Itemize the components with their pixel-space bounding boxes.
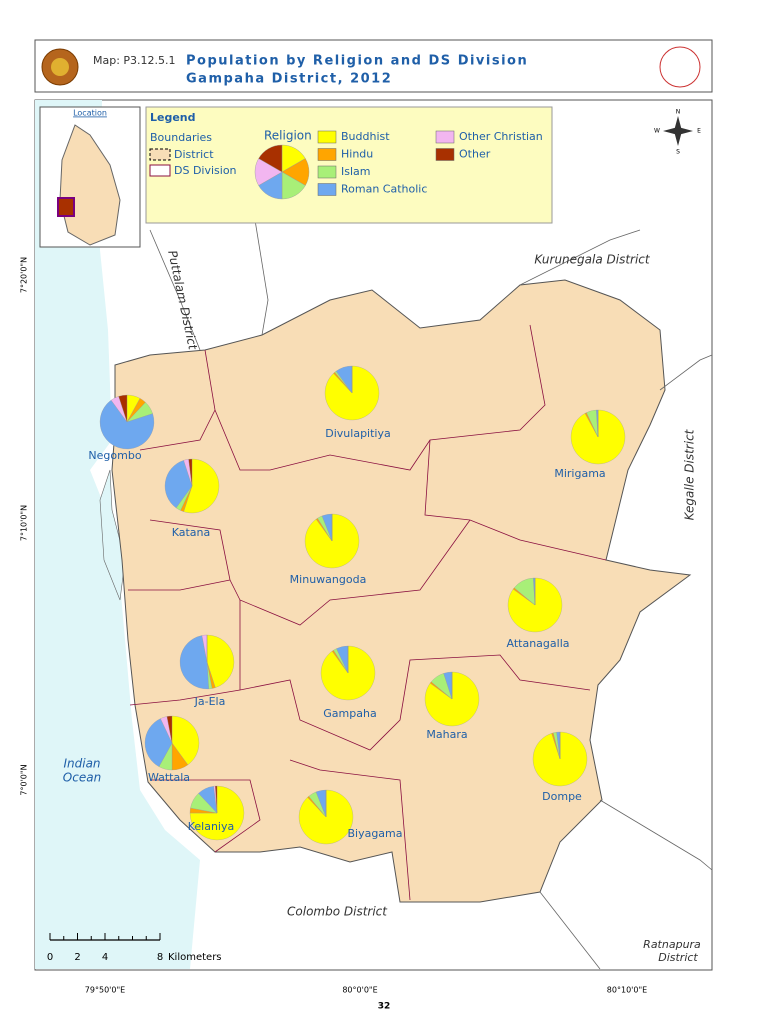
legend-box xyxy=(145,106,553,224)
pie-slice xyxy=(99,399,155,450)
map-id: Map: P3.12.5.1 xyxy=(93,54,176,67)
compass-rose xyxy=(663,116,693,146)
division-label: Mirigama xyxy=(554,467,605,480)
pie-slice xyxy=(166,715,173,744)
pie-slice xyxy=(164,460,193,509)
pie-slice xyxy=(183,458,220,514)
scale-unit: Kilometers xyxy=(168,952,222,963)
division-label: Ja-Ela xyxy=(194,695,226,708)
ocean-label: Indian xyxy=(63,757,100,771)
division-label: Mahara xyxy=(426,728,467,741)
legend-label: Roman Catholic xyxy=(341,183,427,196)
region-label: Kegalle District xyxy=(683,428,697,520)
ocean-label: Ocean xyxy=(63,771,101,785)
division-label: Biyagama xyxy=(347,827,402,840)
region-label: Ratnapura xyxy=(643,938,701,951)
religion-title: Religion xyxy=(264,129,312,143)
region-label: Kurunegala District xyxy=(534,253,651,267)
inset-label: Location xyxy=(73,109,107,118)
region-label: District xyxy=(658,951,698,964)
compass-n: N xyxy=(676,109,681,116)
legend-label: Hindu xyxy=(341,148,373,161)
page-number: 32 xyxy=(378,1002,391,1012)
boundary-label: District xyxy=(174,148,214,161)
legend-swatch xyxy=(435,148,455,161)
pie-slice xyxy=(188,458,193,487)
legend-title: Legend xyxy=(150,111,196,124)
pie-slice xyxy=(179,635,209,690)
inset-highlight xyxy=(57,197,75,217)
lat-label: 7°20'0"N xyxy=(20,257,29,293)
compass-s: S xyxy=(676,149,680,156)
legend-swatch xyxy=(317,130,337,144)
emblem-inner xyxy=(51,58,69,76)
subtitle: Gampaha District, 2012 xyxy=(186,72,392,87)
division-label: Minuwangoda xyxy=(290,573,367,586)
boundary-label: DS Division xyxy=(174,164,237,177)
pie-slice xyxy=(215,785,218,814)
division-label: Divulapitiya xyxy=(325,427,390,440)
division-label: Wattala xyxy=(148,771,190,784)
lat-label: 7°0'0"N xyxy=(20,764,29,795)
legend-label: Islam xyxy=(341,165,371,178)
pie-slice xyxy=(118,394,128,423)
division-label: Attanagalla xyxy=(507,637,570,650)
title: Population by Religion and DS Division xyxy=(186,54,528,69)
division-label: Dompe xyxy=(542,790,582,803)
legend-label: Other Christian xyxy=(459,130,543,143)
division-label: Gampaha xyxy=(323,707,376,720)
outer-boundaries xyxy=(149,219,713,970)
scale-label: 2 xyxy=(74,952,80,963)
scale-label: 4 xyxy=(102,952,108,963)
ds-boundaries xyxy=(128,324,607,901)
boundaries-title: Boundaries xyxy=(150,131,212,144)
division-label: Katana xyxy=(172,526,211,539)
lon-label: 79°50'0"E xyxy=(85,986,125,995)
legend-pie-sector xyxy=(258,144,283,173)
division-label: Negombo xyxy=(88,449,141,462)
scale-label: 8 xyxy=(157,952,163,963)
header-box xyxy=(34,39,713,93)
pie-slice xyxy=(206,634,235,688)
scale-label: 0 xyxy=(47,952,53,963)
legend-swatch xyxy=(317,148,337,161)
legend-swatch xyxy=(317,183,337,196)
lon-label: 80°10'0"E xyxy=(607,986,647,995)
sea xyxy=(35,100,200,969)
lat-label: 7°10'0"N xyxy=(20,505,29,541)
legend-label: Other xyxy=(459,148,491,161)
pie-slice xyxy=(144,718,173,767)
legend-label: Buddhist xyxy=(341,130,390,143)
compass-e: E xyxy=(697,128,701,135)
district-swatch xyxy=(149,148,171,161)
division-label: Kelaniya xyxy=(188,820,235,833)
lon-label: 80°0'0"E xyxy=(342,986,377,995)
legend-swatch xyxy=(317,165,337,179)
ds-swatch xyxy=(149,164,171,177)
lagoon xyxy=(99,469,126,601)
pie-slice xyxy=(171,715,200,766)
compass-w: W xyxy=(654,128,660,135)
legend-swatch xyxy=(435,130,455,144)
region-label: Colombo District xyxy=(287,905,388,919)
logo xyxy=(659,46,701,88)
